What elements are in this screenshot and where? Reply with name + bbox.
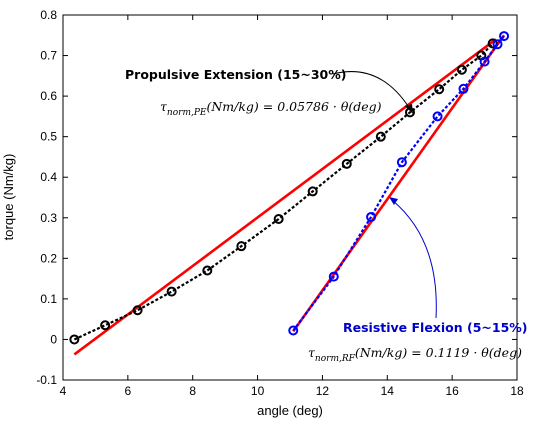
y-tick-label: -0.1: [36, 373, 57, 387]
data-point: [492, 39, 503, 50]
x-tick-label: 12: [316, 384, 330, 398]
data-point: [328, 271, 339, 282]
data-point: [499, 31, 510, 42]
equation-pe-rhs: (Nm/kg) = 0.05786 · θ(deg): [206, 99, 381, 114]
plot-area: [62, 14, 518, 381]
x-tick-label: 18: [510, 384, 524, 398]
data-point: [288, 325, 299, 336]
x-tick-label: 14: [381, 384, 395, 398]
data-point: [341, 158, 352, 169]
data-point: [434, 84, 445, 95]
propulsive-arrowhead: [405, 104, 413, 114]
y-tick-label: 0.1: [40, 292, 57, 306]
annotation-propulsive: Propulsive Extension (15~30%): [125, 67, 346, 82]
equation-pe-lhs: τ: [160, 99, 168, 114]
measured-line-2: [292, 35, 505, 332]
x-tick-label: 4: [60, 384, 67, 398]
y-tick-label: 0.3: [40, 211, 57, 225]
equation-rf: τnorm,RF(Nm/kg) = 0.1119 · θ(deg): [308, 345, 522, 364]
data-point: [69, 334, 80, 345]
y-tick-label: 0.4: [40, 170, 57, 184]
y-axis-label: torque (Nm/kg): [1, 154, 16, 241]
data-point: [456, 64, 467, 75]
fit-line-1: [73, 38, 497, 356]
equation-pe: τnorm,PE(Nm/kg) = 0.05786 · θ(deg): [160, 99, 382, 118]
y-tick-label: 0.6: [40, 89, 57, 103]
data-point: [307, 186, 318, 197]
data-point: [166, 286, 177, 297]
x-axis-label: angle (deg): [257, 403, 323, 418]
measured-line-1: [73, 42, 494, 341]
data-point: [132, 305, 143, 316]
data-point: [396, 157, 407, 168]
fit-line-2: [292, 34, 506, 333]
annotation-resistive: Resistive Flexion (5~15%): [343, 320, 528, 335]
propulsive-arrow: [332, 71, 411, 110]
x-tick-label: 8: [189, 384, 196, 398]
data-point: [273, 213, 284, 224]
resistive-arrow: [391, 199, 437, 319]
data-point: [432, 111, 443, 122]
resistive-arrowhead: [389, 197, 398, 205]
data-point: [479, 56, 490, 67]
y-tick-label: 0.7: [40, 49, 57, 63]
series-layer: [69, 31, 510, 356]
data-point: [202, 265, 213, 276]
equation-rf-rhs: (Nm/kg) = 0.1119 · θ(deg): [355, 345, 522, 360]
y-tick-label: 0: [50, 332, 57, 346]
y-tick-label: 0.2: [40, 251, 57, 265]
axis-ticks: 4 6 8 10 12 14 16 18 -0.1 0 0.1 0.2 0.3 0.4 0.5 0.6 0.7 0…: [36, 8, 524, 398]
equation-pe-sub: norm,PE: [167, 108, 207, 118]
y-tick-label: 0.5: [40, 130, 57, 144]
data-point: [458, 83, 469, 94]
x-tick-label: 16: [445, 384, 459, 398]
data-point: [366, 211, 377, 222]
data-point: [487, 38, 498, 49]
y-tick-label: 0.8: [40, 8, 57, 22]
equation-rf-sub: norm,RF: [315, 354, 356, 364]
equation-rf-lhs: τ: [308, 345, 316, 360]
data-point: [375, 131, 386, 142]
data-point: [236, 241, 247, 252]
x-tick-label: 10: [251, 384, 265, 398]
x-tick-label: 6: [125, 384, 132, 398]
data-point: [100, 320, 111, 331]
